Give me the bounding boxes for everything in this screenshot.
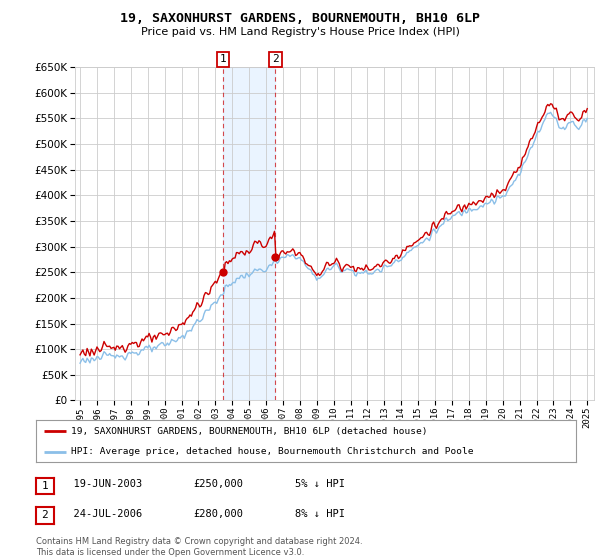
- Text: 1: 1: [41, 481, 49, 491]
- Text: 19, SAXONHURST GARDENS, BOURNEMOUTH, BH10 6LP (detached house): 19, SAXONHURST GARDENS, BOURNEMOUTH, BH1…: [71, 427, 428, 436]
- Text: 8% ↓ HPI: 8% ↓ HPI: [295, 508, 345, 519]
- Text: 2: 2: [272, 54, 279, 64]
- Text: 5% ↓ HPI: 5% ↓ HPI: [295, 479, 345, 489]
- Text: £250,000: £250,000: [193, 479, 243, 489]
- Text: Contains HM Land Registry data © Crown copyright and database right 2024.: Contains HM Land Registry data © Crown c…: [36, 537, 362, 546]
- Text: 24-JUL-2006: 24-JUL-2006: [61, 508, 142, 519]
- Text: Price paid vs. HM Land Registry's House Price Index (HPI): Price paid vs. HM Land Registry's House …: [140, 27, 460, 37]
- Text: This data is licensed under the Open Government Licence v3.0.: This data is licensed under the Open Gov…: [36, 548, 304, 557]
- Text: 19-JUN-2003: 19-JUN-2003: [61, 479, 142, 489]
- Text: 1: 1: [220, 54, 227, 64]
- Text: £280,000: £280,000: [193, 508, 243, 519]
- Text: 2: 2: [41, 510, 49, 520]
- Bar: [223, 67, 275, 400]
- Text: 19, SAXONHURST GARDENS, BOURNEMOUTH, BH10 6LP: 19, SAXONHURST GARDENS, BOURNEMOUTH, BH1…: [120, 12, 480, 25]
- Text: HPI: Average price, detached house, Bournemouth Christchurch and Poole: HPI: Average price, detached house, Bour…: [71, 447, 473, 456]
